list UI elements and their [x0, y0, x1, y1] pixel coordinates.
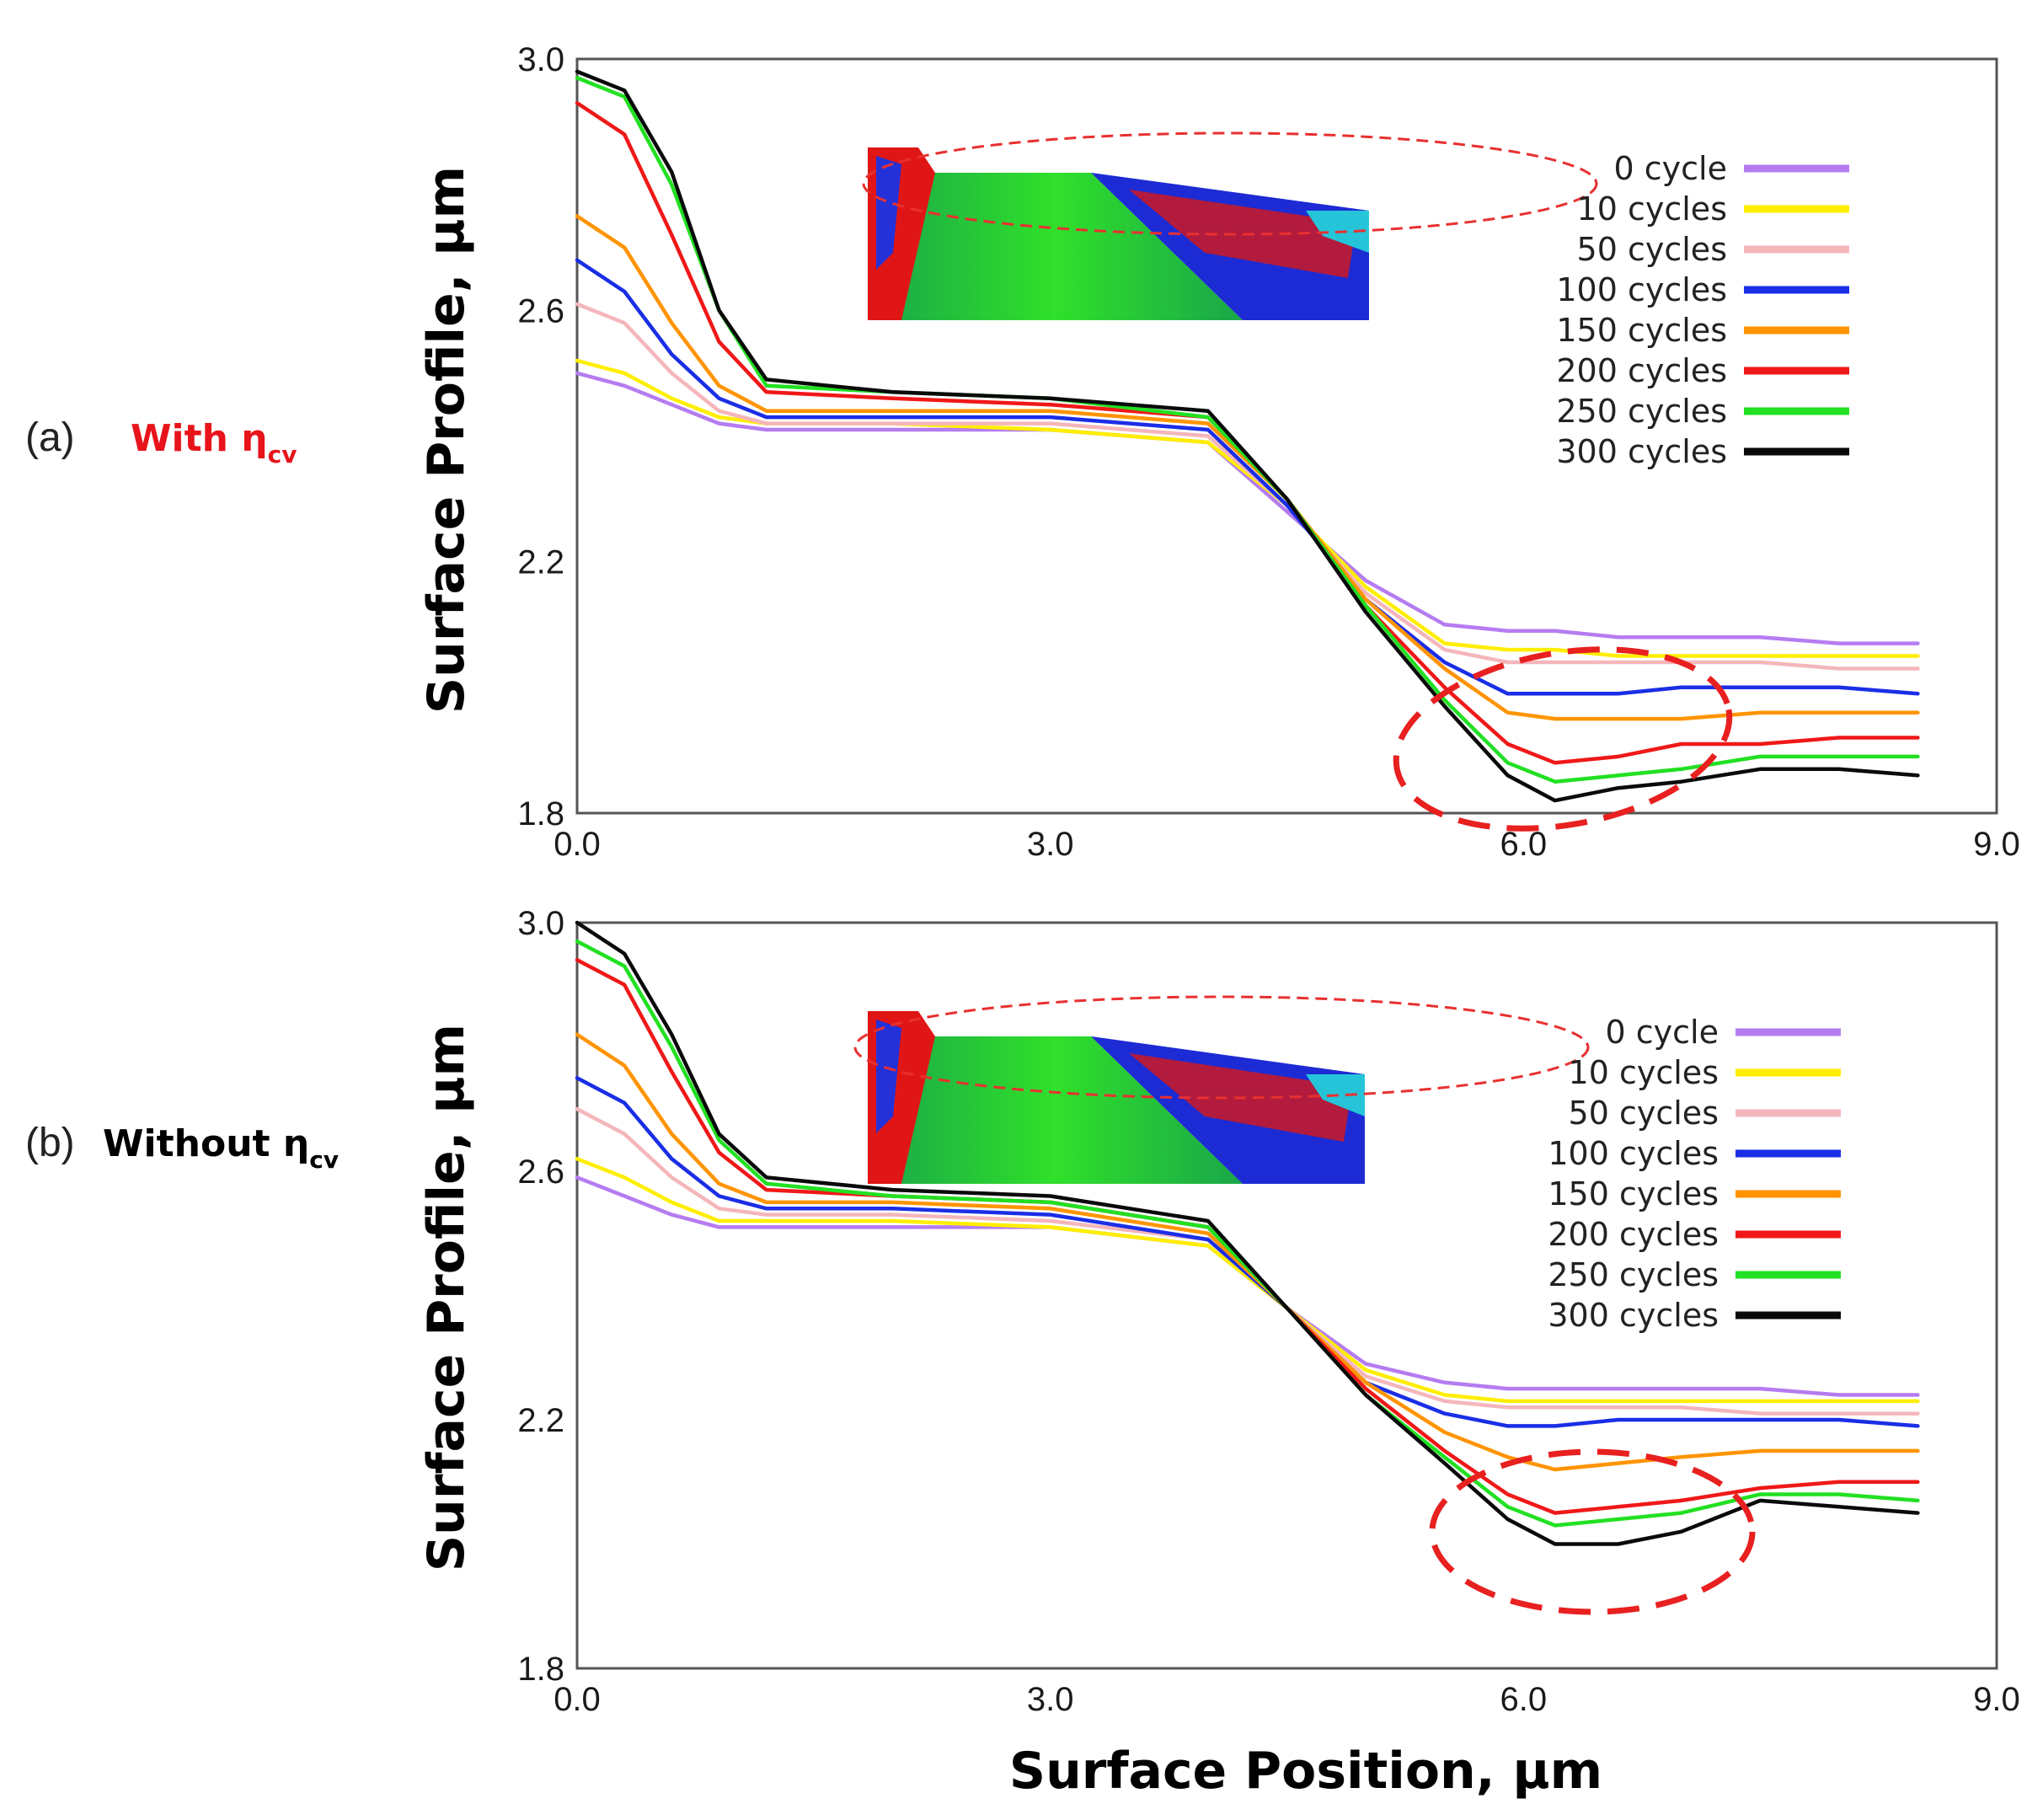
- panel-b-legend-label: 300 cycles: [1548, 1297, 1719, 1334]
- panel-b-series-line: [575, 1107, 1920, 1416]
- panel-b-series-line: [575, 920, 1920, 1546]
- panel-a-label-sub: cv: [268, 441, 297, 468]
- panel-b-series-line: [575, 1175, 1920, 1397]
- panel-a-ytick-label: 3.0: [517, 41, 564, 78]
- panel-b-series-line: [575, 1032, 1920, 1472]
- panel-a-legend-label: 100 cycles: [1556, 271, 1727, 308]
- panel-b-series-line: [575, 958, 1920, 1515]
- panel-a-xtick-label: 6.0: [1500, 826, 1548, 863]
- panel-a-inset-highlight-ellipse: [862, 131, 1598, 236]
- panel-b-legend-label: 150 cycles: [1548, 1175, 1719, 1212]
- panel-a-label-main: With η: [131, 417, 268, 460]
- panel-a-legend-label: 50 cycles: [1577, 231, 1727, 268]
- panel-b-ytick-label: 2.6: [517, 1154, 564, 1191]
- panel-a-inset-green-grain: [868, 152, 1243, 320]
- panel-b-plot: 1.8 2.2 2.6 3.0 0.0 3.0 6.0 9.0: [517, 905, 2019, 1718]
- panel-b-legend-label: 0 cycle: [1606, 1014, 1719, 1051]
- panel-b-plot-frame: [575, 921, 1998, 1670]
- panel-a-id: (a): [25, 415, 75, 460]
- panel-b-xtick-label: 6.0: [1500, 1681, 1548, 1718]
- panel-a-legend-label: 200 cycles: [1556, 352, 1727, 389]
- panel-b: (b) Without ηcv Surface Profile, µm 1.8 2…: [25, 905, 2020, 1801]
- panel-a-legend-label: 150 cycles: [1556, 312, 1727, 349]
- panel-b-label-sub: cv: [309, 1146, 339, 1174]
- panel-a-plot: 1.8 2.2 2.6 3.0 0.0 3.0 6.0 9.0: [517, 41, 2019, 863]
- panel-a-xtick-label: 0.0: [554, 826, 601, 863]
- panel-a-ylabel: Surface Profile, µm: [417, 166, 476, 714]
- panel-a-series-line: [575, 358, 1920, 658]
- panel-b-xtick-label: 0.0: [554, 1681, 601, 1718]
- panel-b-xtick-label: 3.0: [1027, 1681, 1074, 1718]
- panel-b-label-main: Without η: [103, 1122, 309, 1165]
- panel-b-id: (b): [25, 1121, 75, 1165]
- panel-a-inset-map: [862, 131, 1598, 320]
- panel-a-xtick-label: 9.0: [1973, 826, 2020, 863]
- panel-b-inset-left-blue: [876, 1020, 901, 1133]
- panel-b-ytick-label: 1.8: [517, 1651, 564, 1688]
- panel-b-ytick-label: 3.0: [517, 905, 564, 942]
- panel-b-legend-label: 250 cycles: [1548, 1256, 1719, 1293]
- panel-a-inset-left-blue: [876, 156, 901, 270]
- panel-b-inset-highlight-ellipse: [853, 995, 1590, 1100]
- panel-a-ytick-label: 1.8: [517, 795, 564, 832]
- panel-b-legend-label: 10 cycles: [1569, 1054, 1719, 1091]
- panel-b-xlabel: Surface Position, µm: [1009, 1742, 1602, 1801]
- panel-b-xtick-label: 9.0: [1973, 1681, 2020, 1718]
- panel-b-ytick-label: 2.2: [517, 1402, 564, 1439]
- panel-a-legend-label: 250 cycles: [1556, 393, 1727, 430]
- panel-a-series-line: [575, 69, 1920, 803]
- panel-a-ytick-label: 2.2: [517, 544, 564, 581]
- panel-a-dip-highlight-ellipse: [1393, 646, 1733, 832]
- panel-a-legend-label: 0 cycle: [1614, 150, 1727, 187]
- panel-a-legend-label: 300 cycles: [1556, 433, 1727, 470]
- panel-b-legend-label: 100 cycles: [1548, 1135, 1719, 1172]
- panel-a: (a) With ηcv Surface Profile, µm 1.8 2.2 2…: [25, 41, 2020, 863]
- panel-b-legend-label: 200 cycles: [1548, 1216, 1719, 1253]
- panel-b-label: Without ηcv: [103, 1122, 339, 1174]
- panel-b-series-line: [575, 1157, 1920, 1404]
- panel-b-inset-green-grain: [868, 1015, 1243, 1184]
- panel-b-dip-highlight-ellipse: [1429, 1448, 1756, 1615]
- panel-b-legend-label: 50 cycles: [1569, 1095, 1719, 1132]
- panel-a-label: With ηcv: [131, 417, 297, 468]
- panel-a-ytick-label: 2.6: [517, 292, 564, 329]
- panel-a-xtick-label: 3.0: [1027, 826, 1074, 863]
- panel-b-inset-map: [853, 995, 1590, 1184]
- panel-b-ylabel: Surface Profile, µm: [417, 1024, 476, 1571]
- panel-a-legend-label: 10 cycles: [1577, 190, 1727, 228]
